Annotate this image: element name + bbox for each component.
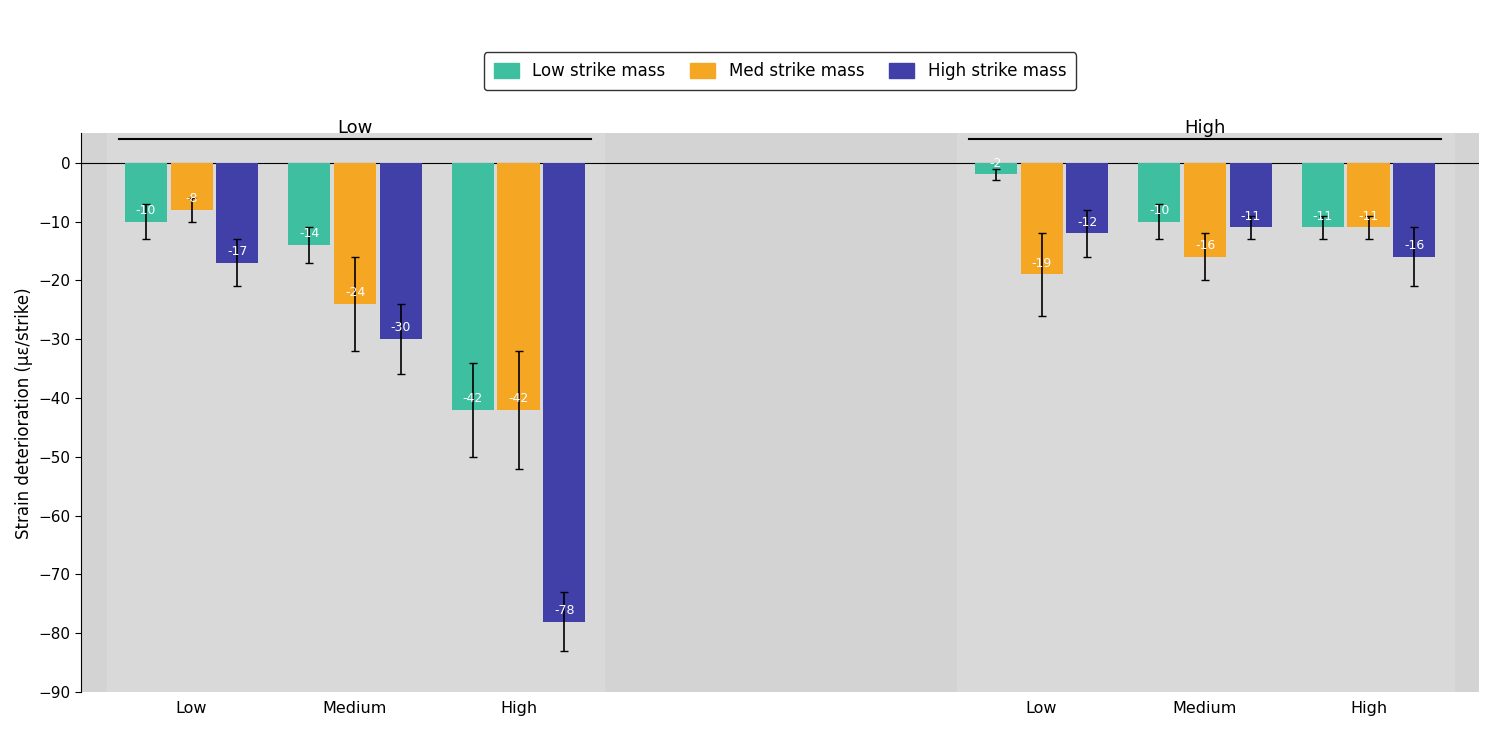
Text: Medium: Medium (1173, 701, 1237, 716)
Bar (1301, 163, 1343, 227)
Text: High: High (500, 701, 536, 716)
Bar (956, 133, 1126, 692)
Bar (1230, 163, 1271, 227)
Text: -78: -78 (554, 604, 575, 617)
Bar (974, 163, 1017, 175)
Bar (1120, 133, 1289, 692)
Bar (170, 163, 212, 210)
Bar (125, 163, 167, 221)
Text: -11: -11 (1240, 210, 1261, 223)
Text: -19: -19 (1031, 257, 1052, 270)
Legend: Low strike mass, Med strike mass, High strike mass: Low strike mass, Med strike mass, High s… (484, 52, 1076, 90)
Bar (379, 163, 421, 339)
Text: -42: -42 (508, 392, 529, 405)
Bar (1394, 163, 1436, 257)
Text: -17: -17 (227, 245, 248, 258)
Bar (1183, 163, 1227, 257)
Text: -24: -24 (345, 286, 365, 299)
Bar (106, 133, 276, 692)
Text: -16: -16 (1404, 239, 1424, 252)
Bar (433, 133, 604, 692)
Bar (288, 163, 330, 245)
Bar (270, 133, 441, 692)
Bar (1138, 163, 1180, 221)
Bar (1020, 163, 1062, 274)
Text: -2: -2 (989, 156, 1002, 170)
Bar (335, 163, 376, 304)
Text: High: High (1185, 119, 1225, 137)
Bar (498, 163, 539, 410)
Text: -30: -30 (390, 322, 411, 335)
Text: Low: Low (338, 119, 372, 137)
Bar (217, 163, 258, 262)
Text: -14: -14 (299, 227, 320, 240)
Text: High: High (1351, 701, 1386, 716)
Bar (451, 163, 495, 410)
Text: Low: Low (176, 701, 208, 716)
Text: -8: -8 (185, 192, 197, 205)
Y-axis label: Strain deterioration (με/strike): Strain deterioration (με/strike) (15, 287, 33, 539)
Bar (1348, 163, 1389, 227)
Text: Low: Low (1026, 701, 1058, 716)
Text: Medium: Medium (323, 701, 387, 716)
Text: -42: -42 (463, 392, 483, 405)
Text: -16: -16 (1195, 239, 1215, 252)
Text: -10: -10 (136, 204, 155, 217)
Text: -11: -11 (1358, 210, 1379, 223)
Text: -12: -12 (1077, 216, 1098, 229)
Bar (544, 163, 586, 621)
Text: -11: -11 (1313, 210, 1333, 223)
Text: -10: -10 (1149, 204, 1170, 217)
Bar (1067, 163, 1109, 233)
Bar (1283, 133, 1454, 692)
